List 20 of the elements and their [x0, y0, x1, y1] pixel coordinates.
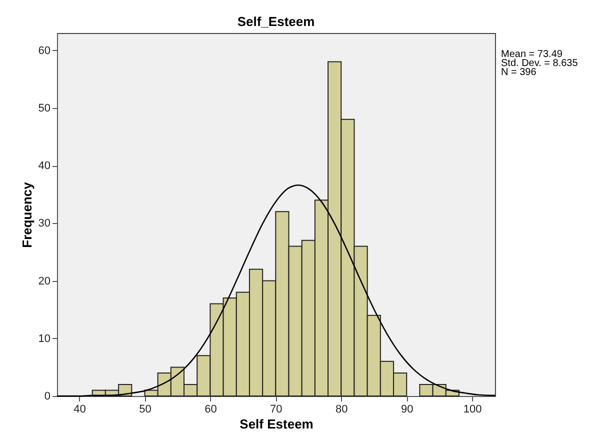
x-tick-label: 100	[463, 404, 482, 416]
x-tick-label: 60	[204, 404, 217, 416]
text: Mean = 73.49	[501, 49, 563, 60]
y-tick-label: 50	[38, 102, 50, 114]
y-tick-label: 20	[38, 275, 50, 288]
chart-title: Self_Esteem	[237, 14, 315, 29]
y-tick-label: 40	[38, 160, 50, 172]
x-tick-label: 90	[400, 404, 414, 416]
x-axis-title: Self Esteem	[240, 416, 314, 432]
y-axis-title: Frequency	[19, 181, 34, 248]
text: N = 396	[501, 67, 537, 78]
x-tick-label: 80	[336, 404, 348, 416]
y-tick-label: 30	[38, 218, 50, 230]
y-tick-label: 60	[38, 44, 50, 57]
text: Std. Dev. = 8.635	[501, 58, 578, 69]
x-tick-label: 40	[74, 404, 86, 416]
y-tick-label: 0	[44, 390, 50, 402]
y-tick-label: 10	[38, 332, 50, 345]
x-tick-label: 50	[139, 404, 152, 416]
x-tick-label: 70	[270, 404, 282, 416]
